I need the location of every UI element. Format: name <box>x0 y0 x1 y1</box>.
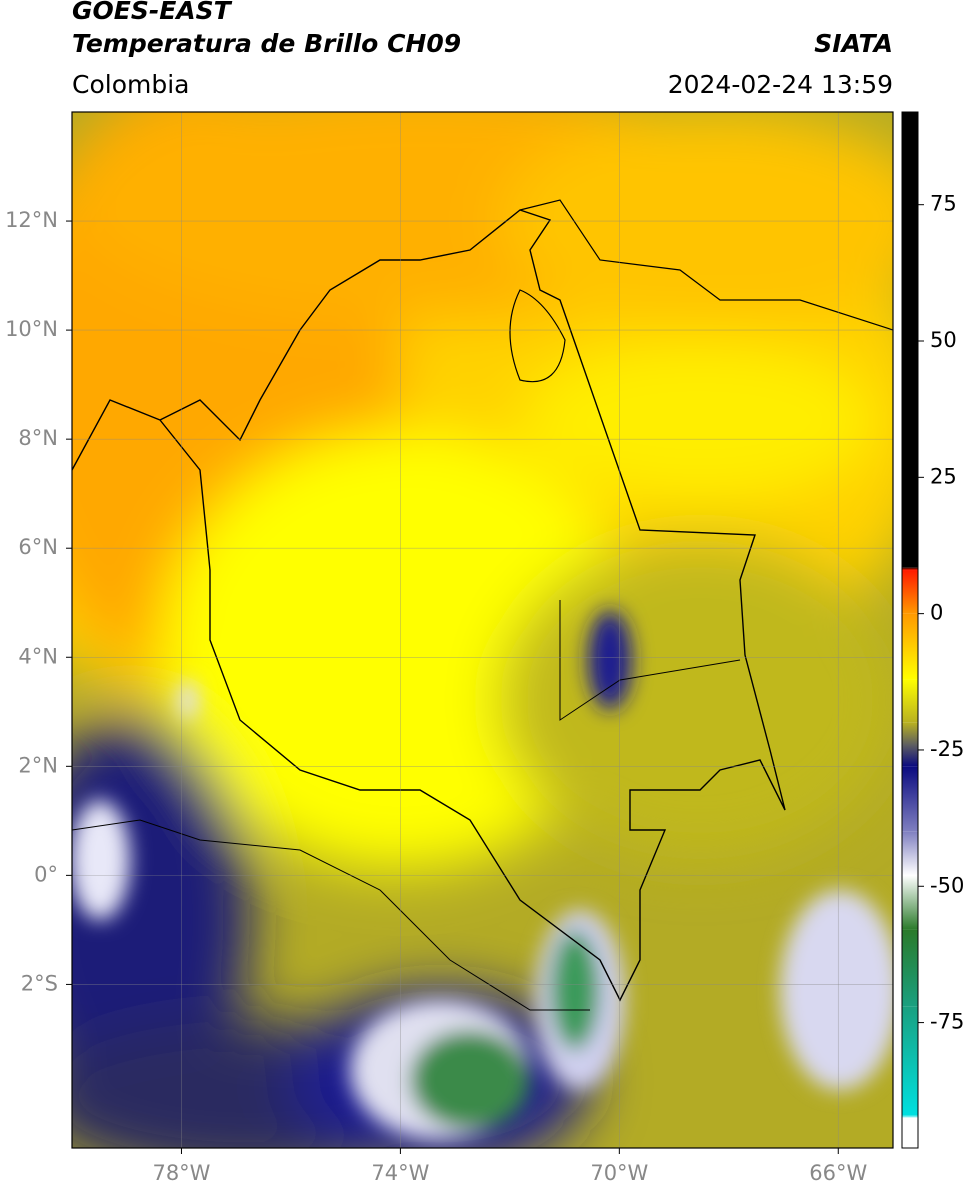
colorbar-segment <box>902 613 918 680</box>
colorbar-segment <box>902 929 918 1007</box>
y-tick-label: 6°N <box>18 535 58 559</box>
x-tick-label: 74°W <box>371 1161 429 1185</box>
colorbar-tick-label: 0 <box>930 601 943 625</box>
source: SIATA <box>814 29 893 58</box>
colorbar-segment <box>902 722 918 745</box>
colorbar-tick-label: -25 <box>930 737 964 761</box>
colorbar-segment <box>902 570 918 614</box>
y-tick-label: 8°N <box>18 426 58 450</box>
y-tick-label: 10°N <box>5 317 58 341</box>
y-tick-label: 2°S <box>21 971 58 995</box>
colorbar-segment <box>902 744 918 767</box>
colorbar-tick-label: 50 <box>930 328 957 352</box>
colorbar-segment <box>902 875 918 930</box>
colorbar-tick-label: -75 <box>930 1010 964 1034</box>
colorbar-tick-label: 75 <box>930 192 957 216</box>
map-frame <box>71 111 894 1149</box>
y-tick-label: 0° <box>34 862 58 886</box>
colorbar-segment <box>902 112 918 568</box>
colorbar-segment <box>902 567 918 571</box>
colorbar-segment <box>902 831 918 876</box>
colorbar <box>902 112 918 1148</box>
y-tick-label: 2°N <box>18 753 58 777</box>
y-tick-label: 12°N <box>5 208 58 232</box>
y-tick-label: 4°N <box>18 644 58 668</box>
satellite: GOES-EAST <box>72 0 233 25</box>
grid <box>72 112 893 1148</box>
colorbar-segment <box>902 679 918 723</box>
colorbar-segment <box>902 1006 918 1116</box>
colorbar-segment <box>902 1118 918 1148</box>
x-tick-label: 78°W <box>152 1161 210 1185</box>
imagery <box>72 112 893 1148</box>
datetime: 2024-02-24 13:59 <box>668 70 893 99</box>
colorbar-tick-label: 25 <box>930 464 957 488</box>
colorbar-segment <box>902 1115 918 1119</box>
x-tick-label: 70°W <box>590 1161 648 1185</box>
x-tick-label: 66°W <box>809 1161 867 1185</box>
colorbar-segment <box>902 766 918 832</box>
product: Temperatura de Brillo CH09 <box>72 29 461 58</box>
colorbar-tick-label: -50 <box>930 873 964 897</box>
region: Colombia <box>72 70 189 99</box>
colorbar-frame <box>901 111 919 1149</box>
